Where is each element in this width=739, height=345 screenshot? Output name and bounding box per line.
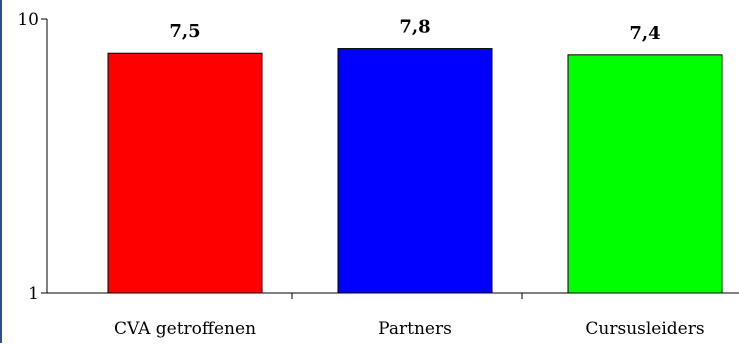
bar <box>567 54 723 294</box>
y-tick-label: 10 <box>17 10 39 30</box>
bar <box>337 48 493 294</box>
x-tick-label: CVA getroffenen <box>114 319 256 339</box>
data-label: 7,8 <box>399 17 430 38</box>
labels: 7,5 CVA getroffenen 7,8 Partners 7,4 Cursusle… <box>114 17 705 339</box>
bars <box>107 48 723 294</box>
y-tick-label: 1 <box>28 284 39 304</box>
x-tick-label: Partners <box>378 319 452 339</box>
x-tick-label: Cursusleiders <box>585 319 704 339</box>
data-label: 7,5 <box>169 21 200 42</box>
bar <box>107 52 263 294</box>
data-label: 7,4 <box>629 23 660 44</box>
